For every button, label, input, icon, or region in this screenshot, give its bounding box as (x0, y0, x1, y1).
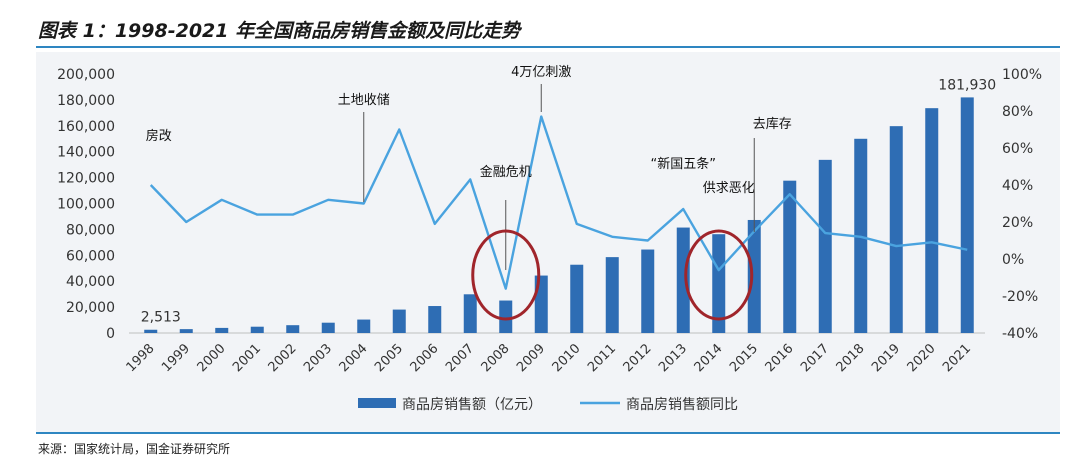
x-tick-label: 1999 (159, 341, 193, 375)
data-label-1998: 2,513 (141, 310, 181, 326)
bar-2015 (747, 219, 761, 333)
yoy-line (149, 115, 968, 290)
highlight-circle-2008 (471, 229, 541, 321)
right-axis-tick-label: 20% (1002, 215, 1033, 231)
bar-2006 (428, 306, 442, 333)
bar-2002 (286, 325, 300, 333)
legend-bar-swatch (358, 398, 396, 408)
right-axis-tick-label: -20% (1002, 289, 1038, 305)
right-axis-tick-label: -40% (1002, 326, 1038, 342)
bar-2012 (641, 249, 655, 333)
bar-2007 (463, 294, 477, 333)
source-note: 来源：国家统计局，国金证券研究所 (38, 442, 231, 456)
x-tick-label: 2015 (727, 341, 761, 375)
x-tick-label: 2018 (834, 341, 868, 375)
annotation-1998: 房改 (146, 128, 172, 144)
data-label-2021: 181,930 (938, 77, 996, 93)
bar-2005 (392, 309, 406, 333)
highlight-circle-2014 (684, 229, 754, 321)
x-tick-label: 2007 (443, 341, 477, 375)
bar-2013 (676, 227, 690, 333)
bar-2021 (960, 97, 974, 333)
x-tick-label: 2004 (337, 341, 371, 375)
right-axis-tick-label: 40% (1002, 178, 1033, 194)
x-tick-label: 2009 (514, 341, 548, 375)
left-axis-tick-label: 180,000 (57, 93, 115, 109)
right-axis-tick-label: 100% (1002, 67, 1042, 83)
x-tick-label: 2008 (479, 341, 513, 375)
left-axis-tick-label: 160,000 (57, 119, 115, 135)
left-axis-tick-label: 80,000 (66, 222, 115, 238)
bar-2019 (889, 126, 903, 333)
x-tick-label: 2020 (905, 341, 939, 375)
left-axis-tick-label: 20,000 (66, 300, 115, 316)
bar-2003 (321, 322, 335, 333)
chart-panel (36, 52, 1060, 432)
left-axis-tick-label: 100,000 (57, 197, 115, 213)
x-tick-label: 2010 (550, 341, 584, 375)
x-tick-label: 2003 (301, 341, 335, 375)
x-tick-label: 2012 (621, 341, 655, 375)
x-tick-label: 1998 (124, 341, 158, 375)
x-tick-label: 2006 (408, 341, 442, 375)
bar-2001 (250, 326, 264, 333)
annotation-2015: 去库存 (753, 116, 792, 132)
annotation-2013: “新国五条” (651, 156, 716, 172)
bar-1998 (144, 329, 158, 333)
x-tick-label: 2000 (195, 341, 229, 375)
annotation-2008: 金融危机 (480, 164, 532, 180)
x-tick-label: 2017 (798, 341, 832, 375)
legend-line-label: 商品房销售额同比 (626, 397, 738, 413)
bottom-rule (36, 432, 1060, 434)
bar-2000 (215, 327, 229, 333)
bar-2016 (783, 180, 797, 333)
bar-2010 (570, 264, 584, 333)
annotation-2014: 供求恶化 (703, 181, 755, 196)
x-tick-label: 2016 (763, 341, 797, 375)
x-tick-label: 2001 (230, 341, 264, 375)
annotation-2004: 土地收储 (338, 93, 390, 108)
x-tick-label: 2019 (869, 341, 903, 375)
right-axis-tick-label: 80% (1002, 104, 1033, 120)
x-tick-label: 2021 (940, 341, 974, 375)
right-axis-tick-label: 0% (1002, 252, 1024, 268)
bar-2020 (925, 108, 939, 333)
bar-2004 (357, 319, 371, 333)
title-rule (36, 46, 1060, 48)
right-axis-tick-label: 60% (1002, 141, 1033, 157)
bar-2011 (605, 257, 619, 333)
annotation-2009: 4万亿刺激 (511, 65, 571, 80)
left-axis-tick-label: 60,000 (66, 248, 115, 264)
bar-2014 (712, 234, 726, 333)
x-tick-label: 2014 (692, 341, 726, 375)
x-tick-label: 2002 (266, 341, 300, 375)
left-axis-tick-label: 40,000 (66, 274, 115, 290)
bar-1999 (179, 329, 193, 333)
legend-bar-label: 商品房销售额（亿元） (402, 397, 542, 413)
left-axis-tick-label: 200,000 (57, 67, 115, 83)
bar-2008 (499, 300, 513, 333)
left-axis-tick-label: 120,000 (57, 171, 115, 187)
chart-title: 图表 1：1998-2021 年全国商品房销售金额及同比走势 (38, 20, 521, 42)
x-tick-label: 2013 (656, 341, 690, 375)
bar-2017 (818, 159, 832, 333)
x-tick-label: 2005 (372, 341, 406, 375)
x-tick-label: 2011 (585, 341, 619, 375)
left-axis-tick-label: 0 (106, 326, 115, 342)
left-axis-tick-label: 140,000 (57, 145, 115, 161)
legend: 商品房销售额（亿元） 商品房销售额同比 (358, 397, 738, 413)
